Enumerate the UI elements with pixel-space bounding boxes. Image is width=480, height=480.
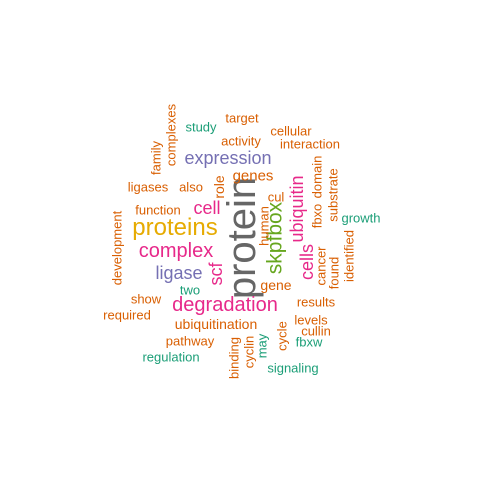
word-results: results (296, 294, 336, 310)
word-function: function (135, 202, 181, 218)
word-may: may (254, 333, 270, 359)
word-interaction: interaction (280, 136, 340, 152)
word-also: also (179, 179, 203, 195)
word-complex: complex (138, 240, 214, 262)
word-cullin: cullin (301, 323, 331, 339)
word-ubiquitination: ubiquitination (174, 316, 258, 332)
word-family: family (148, 141, 164, 175)
word-growth: growth (341, 210, 381, 226)
word-fbxo: fbxo (309, 203, 325, 229)
word-substrate: substrate (325, 168, 341, 222)
word-gene: gene (260, 277, 292, 293)
word-levels: levels (294, 312, 328, 328)
word-expression: expression (184, 148, 272, 168)
word-scf: scf (206, 262, 226, 286)
word-genes: genes (232, 167, 274, 185)
word-domain: domain (309, 155, 325, 199)
word-ligase: ligase (155, 263, 203, 283)
word-development: development (109, 210, 125, 286)
word-binding: binding (226, 337, 242, 379)
word-cellular: cellular (270, 123, 312, 139)
word-fbxw: fbxw (295, 334, 323, 350)
word-activity: activity (221, 133, 261, 149)
word-cycle: cycle (274, 321, 290, 351)
word-study: study (185, 119, 217, 135)
word-show: show (130, 291, 162, 307)
word-human: human (256, 206, 272, 246)
word-complexes: complexes (163, 103, 179, 167)
word-regulation: regulation (142, 349, 200, 365)
word-identified: identified (341, 229, 357, 283)
word-target: target (225, 110, 259, 126)
word-signaling: signaling (267, 360, 319, 376)
word-role: role (211, 175, 227, 199)
word-cul: cul (267, 189, 285, 205)
word-found: found (326, 256, 342, 290)
word-degradation: degradation (172, 294, 278, 316)
word-cell: cell (193, 198, 221, 218)
word-cancer: cancer (313, 246, 329, 286)
word-ubiquitin: ubiquitin (287, 175, 307, 243)
word-required: required (103, 307, 151, 323)
word-two: two (179, 282, 201, 298)
word-pathway: pathway (165, 333, 215, 349)
word-ligases: ligases (127, 179, 169, 195)
word-proteins: proteins (132, 214, 218, 241)
